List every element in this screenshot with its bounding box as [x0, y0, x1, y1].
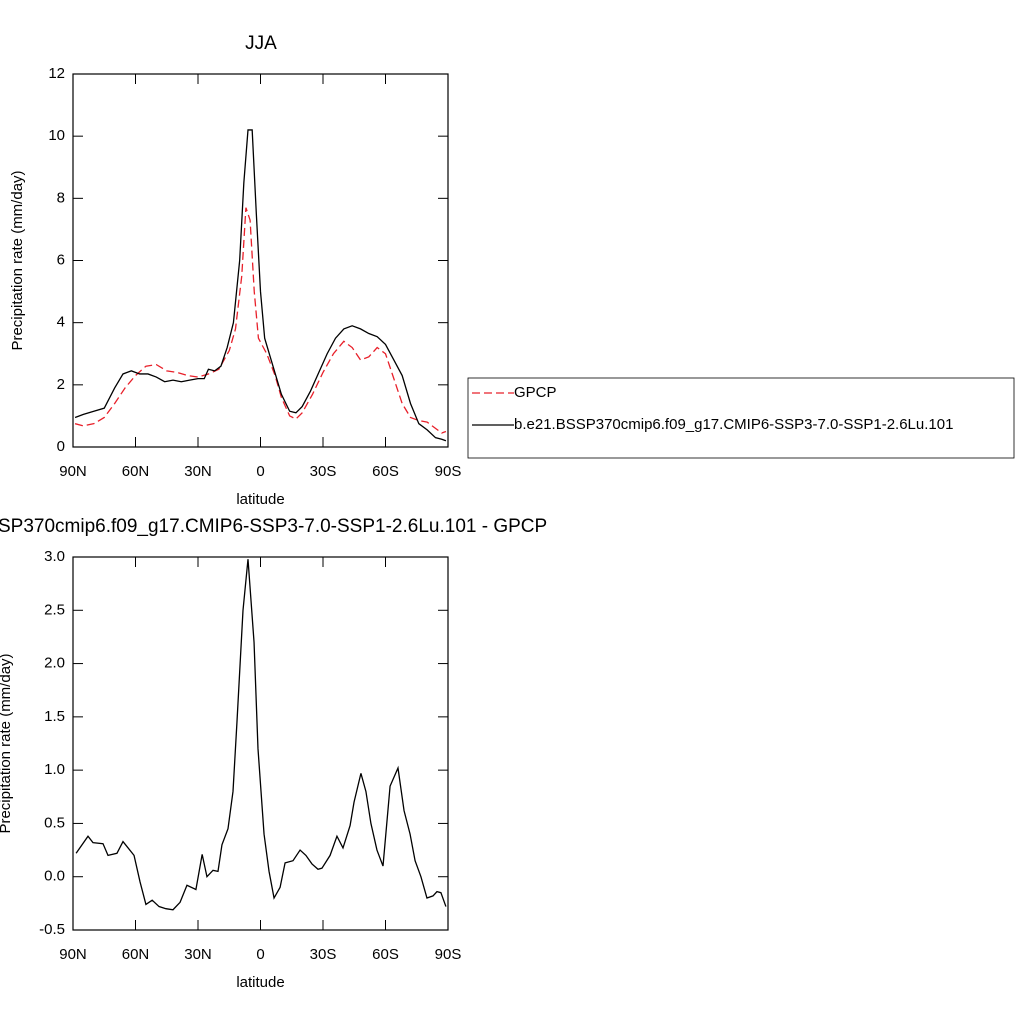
y-tick-label: 12 — [48, 65, 65, 82]
x-tick-label: 0 — [256, 946, 264, 963]
x-tick-label: 30N — [184, 463, 212, 480]
x-tick-label: 30N — [184, 946, 212, 963]
y-axis-label: Precipitation rate (mm/day) — [0, 653, 14, 833]
y-tick-label: 8 — [57, 189, 65, 206]
x-tick-label: 90S — [435, 463, 462, 480]
y-tick-label: 2.5 — [44, 601, 65, 618]
legend-label: GPCP — [514, 384, 557, 401]
y-axis-label: Precipitation rate (mm/day) — [9, 170, 26, 350]
x-axis-label: latitude — [236, 491, 284, 508]
plot-frame — [72, 556, 449, 931]
y-tick-label: 4 — [57, 314, 65, 331]
legend-box — [467, 377, 1015, 459]
x-tick-label: 60N — [122, 946, 150, 963]
y-tick-label: 3.0 — [44, 548, 65, 565]
y-tick-label: 6 — [57, 251, 65, 268]
chart-title: SP370cmip6.f09_g17.CMIP6-SSP3-7.0-SSP1-2… — [0, 516, 547, 537]
y-tick-label: 0 — [57, 438, 65, 455]
data-line — [74, 129, 447, 442]
x-tick-label: 60S — [372, 463, 399, 480]
chart-title: JJA — [245, 33, 277, 54]
x-tick-label: 0 — [256, 463, 264, 480]
y-tick-label: 1.5 — [44, 708, 65, 725]
x-tick-label: 60S — [372, 946, 399, 963]
x-tick-label: 30S — [310, 463, 337, 480]
x-tick-label: 90N — [59, 463, 87, 480]
legend-label: b.e21.BSSP370cmip6.f09_g17.CMIP6-SSP3-7.… — [514, 416, 953, 433]
x-tick-label: 90S — [435, 946, 462, 963]
data-line — [75, 559, 447, 911]
y-tick-label: 0.0 — [44, 868, 65, 885]
y-tick-label: 2 — [57, 376, 65, 393]
y-tick-label: 0.5 — [44, 814, 65, 831]
x-axis-label: latitude — [236, 974, 284, 991]
y-tick-label: 2.0 — [44, 655, 65, 672]
x-tick-label: 60N — [122, 463, 150, 480]
x-tick-label: 30S — [310, 946, 337, 963]
x-tick-label: 90N — [59, 946, 87, 963]
data-line — [74, 207, 447, 434]
y-tick-label: -0.5 — [39, 921, 65, 938]
y-tick-label: 10 — [48, 127, 65, 144]
plot-frame — [72, 73, 449, 448]
y-tick-label: 1.0 — [44, 761, 65, 778]
